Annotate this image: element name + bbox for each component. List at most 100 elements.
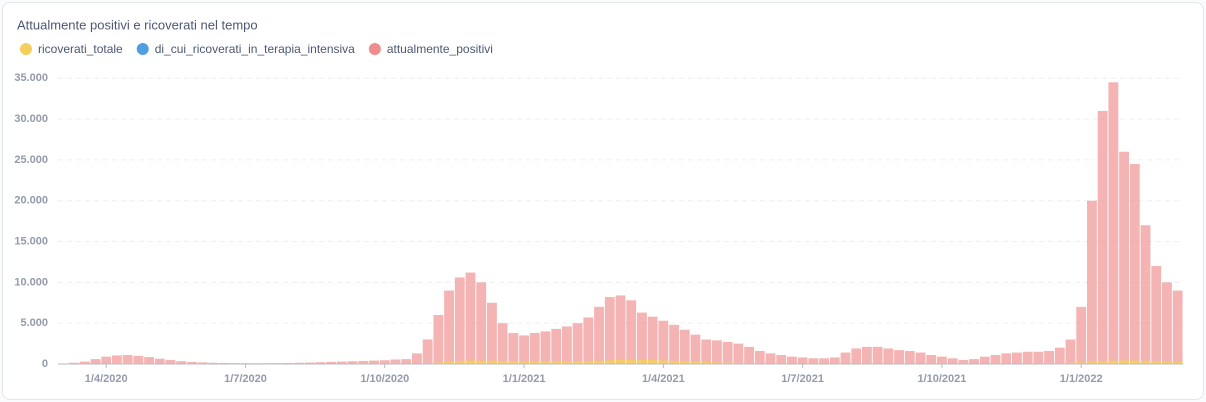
bar [744, 346, 754, 364]
bar [647, 360, 658, 364]
bar [390, 359, 401, 364]
bar [594, 306, 604, 364]
bar [658, 320, 669, 364]
bar [433, 315, 444, 364]
bar [926, 355, 937, 364]
bar [990, 355, 1001, 364]
bar [326, 361, 337, 364]
bar [787, 356, 797, 364]
bar [154, 358, 165, 364]
bar [712, 362, 722, 364]
bar [626, 359, 637, 364]
bar [540, 331, 551, 364]
bar [1044, 350, 1054, 364]
bar [476, 282, 487, 364]
bar [497, 323, 508, 364]
bar [1140, 225, 1151, 364]
bar [69, 362, 79, 364]
bar [444, 361, 454, 364]
bar [101, 356, 112, 364]
bar [519, 361, 529, 364]
bar [508, 361, 519, 364]
bar [497, 360, 508, 364]
bar [679, 361, 690, 364]
bar [369, 360, 379, 364]
bar [294, 362, 304, 364]
bar [690, 334, 701, 364]
bar [808, 358, 819, 364]
bar [754, 350, 765, 364]
bar [1012, 352, 1022, 364]
bar [1065, 362, 1076, 364]
bar [1129, 360, 1140, 364]
y-tick-label: 15.000 [14, 235, 48, 247]
bar [90, 359, 101, 364]
bar [637, 312, 647, 364]
bar [690, 361, 701, 364]
bar [454, 277, 465, 364]
y-tick-label: 0 [42, 358, 48, 370]
bar [487, 302, 497, 364]
bar [701, 339, 712, 364]
bar [476, 360, 487, 364]
bar [401, 359, 412, 364]
bar [465, 272, 476, 364]
bar [1097, 361, 1108, 364]
bar [165, 359, 176, 364]
bar [958, 359, 969, 364]
bar [1087, 361, 1097, 364]
bar [851, 348, 862, 364]
bar [1033, 351, 1044, 364]
bar [208, 362, 219, 364]
bar [1001, 353, 1012, 364]
y-tick-label: 30.000 [14, 113, 48, 125]
bar [1097, 110, 1108, 364]
bar [1054, 347, 1065, 364]
bar [337, 361, 347, 364]
bar [1151, 266, 1162, 364]
bar [1108, 82, 1119, 364]
bar [529, 332, 540, 364]
bar [733, 362, 744, 364]
x-tick-label: 1/7/2020 [224, 373, 267, 385]
bar [733, 343, 744, 364]
y-tick-label: 35.000 [14, 72, 48, 84]
x-tick-label: 1/1/2021 [503, 373, 546, 385]
bar [144, 357, 154, 364]
bar [829, 357, 840, 364]
bar [562, 361, 572, 364]
bar [883, 348, 894, 364]
legend-swatch [20, 43, 32, 55]
bar [444, 290, 454, 364]
bar [647, 316, 658, 364]
legend-label: attualmente_positivi [387, 42, 493, 56]
bar [765, 353, 776, 364]
y-tick-label: 5.000 [20, 317, 48, 329]
bar [819, 358, 829, 364]
bar [776, 355, 787, 364]
bar [347, 361, 358, 364]
bar [937, 356, 947, 364]
bar [1119, 360, 1129, 364]
bar [894, 350, 904, 364]
bar [969, 359, 979, 364]
bar [583, 317, 594, 364]
bar [1151, 361, 1162, 364]
bar [433, 362, 444, 364]
bar [1087, 200, 1097, 364]
bar [358, 360, 369, 364]
bar [1065, 339, 1076, 364]
x-tick-label: 1/10/2021 [917, 373, 966, 385]
bar [1162, 361, 1172, 364]
bar [722, 362, 733, 364]
legend-swatch [368, 43, 381, 55]
bar [540, 361, 551, 364]
bar [594, 360, 604, 364]
bar [422, 339, 433, 364]
bar [519, 335, 529, 364]
bar [679, 329, 690, 364]
y-tick-label: 20.000 [14, 195, 48, 207]
bar [797, 357, 808, 364]
bar [701, 362, 712, 364]
legend-label: di_cui_ricoverati_in_terapia_intensiva [155, 42, 355, 56]
